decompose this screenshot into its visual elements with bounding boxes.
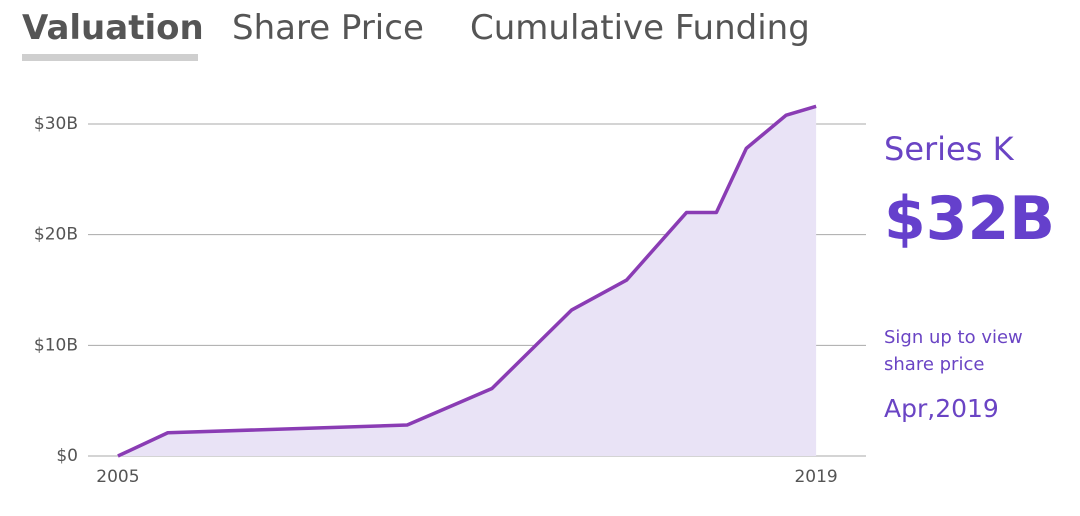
signup-note[interactable]: Sign up to view share price — [884, 327, 1023, 375]
x-tick-label: 2019 — [794, 467, 837, 487]
round-label: Series K — [884, 130, 1014, 168]
y-tick-label: $20B — [34, 225, 78, 245]
chart: $0 $10B $20B $30B 2005 2019 — [34, 104, 866, 487]
tab-underline — [22, 54, 198, 61]
x-tick-label: 2005 — [96, 467, 139, 487]
y-tick-label: $10B — [34, 335, 78, 355]
tab[interactable]: Valuation — [22, 8, 204, 48]
area — [117, 106, 817, 456]
line — [117, 104, 817, 458]
tab[interactable]: Share Price — [232, 8, 424, 48]
y-tick-label: $0 — [56, 446, 78, 466]
y-tick-label: $30B — [34, 114, 78, 134]
date: Apr,2019 — [884, 394, 999, 423]
tab[interactable]: Cumulative Funding — [470, 8, 810, 48]
valuation: $32B — [884, 184, 1055, 254]
